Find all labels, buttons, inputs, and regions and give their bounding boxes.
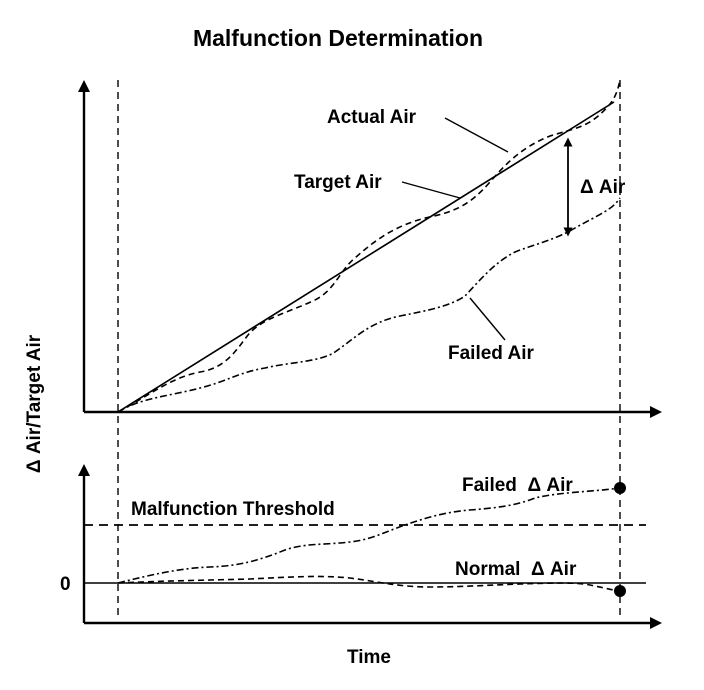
normal-delta-air-curve bbox=[117, 575, 621, 592]
malfunction-threshold-label: Malfunction Threshold bbox=[131, 499, 335, 520]
target-air-line bbox=[117, 101, 615, 413]
actual-air-curve bbox=[117, 79, 621, 413]
actual-air-leader bbox=[444, 117, 509, 153]
diagram-title: Malfunction Determination bbox=[193, 25, 483, 51]
x-axis-label: Time bbox=[347, 647, 391, 668]
target-air-leader bbox=[401, 181, 461, 199]
y-axis-label: Δ Air/Target Air bbox=[24, 334, 45, 473]
failed-delta-air-label: Failed Δ Air bbox=[462, 475, 573, 496]
target-air-label: Target Air bbox=[294, 172, 382, 193]
failed-delta-air-endpoint bbox=[614, 482, 626, 494]
zero-label: 0 bbox=[60, 574, 71, 595]
failed-air-label: Failed Air bbox=[448, 343, 534, 364]
normal-delta-air-label: Normal Δ Air bbox=[455, 559, 577, 580]
failed-delta-air-curve bbox=[117, 487, 621, 584]
failed-air-leader bbox=[469, 297, 506, 341]
normal-delta-air-endpoint bbox=[614, 585, 626, 597]
failed-air-curve bbox=[117, 197, 621, 413]
delta-air-label: Δ Air bbox=[580, 177, 626, 198]
actual-air-label: Actual Air bbox=[327, 107, 417, 128]
